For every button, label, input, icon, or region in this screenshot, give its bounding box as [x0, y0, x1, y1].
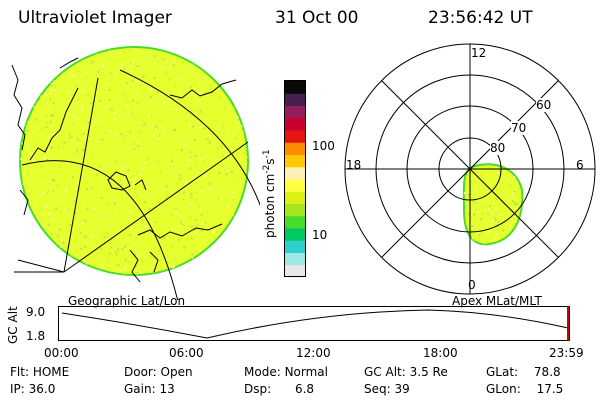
- info-flt: Flt: HOME: [10, 365, 70, 379]
- colorbar-segment: [285, 130, 305, 143]
- mlat-label-60: 60: [536, 98, 552, 112]
- colorbar-segment: [285, 179, 305, 192]
- time-tick-4: 23:59: [549, 346, 584, 360]
- alt-tick-low: 1.8: [26, 329, 46, 343]
- date-label: 31 Oct 00: [275, 8, 359, 28]
- right-panel-caption: Apex MLat/MLT: [452, 294, 542, 308]
- instrument-title: Ultraviolet Imager: [18, 8, 172, 28]
- time-tick-0: 00:00: [44, 346, 79, 360]
- info-glon: GLon: 17.5: [486, 382, 564, 396]
- color-scale: [284, 80, 306, 278]
- colorbar-segment: [285, 228, 305, 241]
- mlat-label-70: 70: [511, 121, 527, 135]
- colorbar-segment: [285, 154, 305, 168]
- time-label: 23:56:42 UT: [428, 8, 533, 28]
- alt-tick-high: 9.0: [26, 305, 46, 319]
- polar-grid: [344, 43, 596, 295]
- colorbar-segment: [285, 191, 305, 204]
- time-tick-3: 18:00: [423, 346, 458, 360]
- info-dsp: Dsp: 6.8: [244, 382, 315, 396]
- colorbar-segment: [285, 142, 305, 155]
- mlat-label-80: 80: [490, 141, 506, 155]
- colorbar-segment: [285, 81, 305, 94]
- colorbar-unit-label: photon cm-2s-1: [262, 149, 277, 238]
- colorbar-segment: [285, 105, 305, 119]
- altitude-curve: [61, 309, 569, 339]
- info-mode: Mode: Normal: [244, 365, 328, 379]
- colorbar-tick-10: 10: [312, 228, 328, 242]
- colorbar-segment: [285, 117, 305, 131]
- info-glat: GLat: 78.8: [486, 365, 561, 379]
- time-tick-1: 06:00: [169, 346, 204, 360]
- mlt-label-18: 18: [346, 158, 362, 172]
- colorbar-segment: [285, 240, 305, 253]
- info-seq: Seq: 39: [364, 382, 410, 396]
- info-gc-alt: GC Alt: 3.5 Re: [364, 365, 448, 379]
- lat-lon-grid: [14, 69, 260, 300]
- colorbar-segment: [285, 215, 305, 229]
- colorbar-segment: [285, 166, 305, 180]
- info-ip: IP: 36.0: [10, 382, 56, 396]
- alt-plot-frame: [58, 306, 570, 341]
- colorbar-segment: [285, 264, 305, 278]
- colorbar-segment: [285, 93, 305, 106]
- auroral-oval: [462, 163, 524, 246]
- geographic-image: [11, 46, 260, 300]
- left-panel-caption: Geographic Lat/Lon: [68, 294, 186, 308]
- polar-plot: [344, 43, 596, 295]
- colorbar-tick-100: 100: [312, 139, 335, 153]
- colorbar-segment: [285, 203, 305, 217]
- mlt-label-6: 6: [576, 158, 584, 172]
- info-gain: Gain: 13: [124, 382, 175, 396]
- altitude-plot: [58, 306, 570, 341]
- alt-axis-title: GC Alt: [6, 306, 20, 344]
- colorbar-segment: [285, 252, 305, 266]
- coastline: [11, 57, 237, 283]
- mlt-label-12: 12: [471, 46, 487, 60]
- time-tick-2: 12:00: [296, 346, 331, 360]
- info-door: Door: Open: [124, 365, 193, 379]
- mlt-label-0: 0: [468, 278, 476, 292]
